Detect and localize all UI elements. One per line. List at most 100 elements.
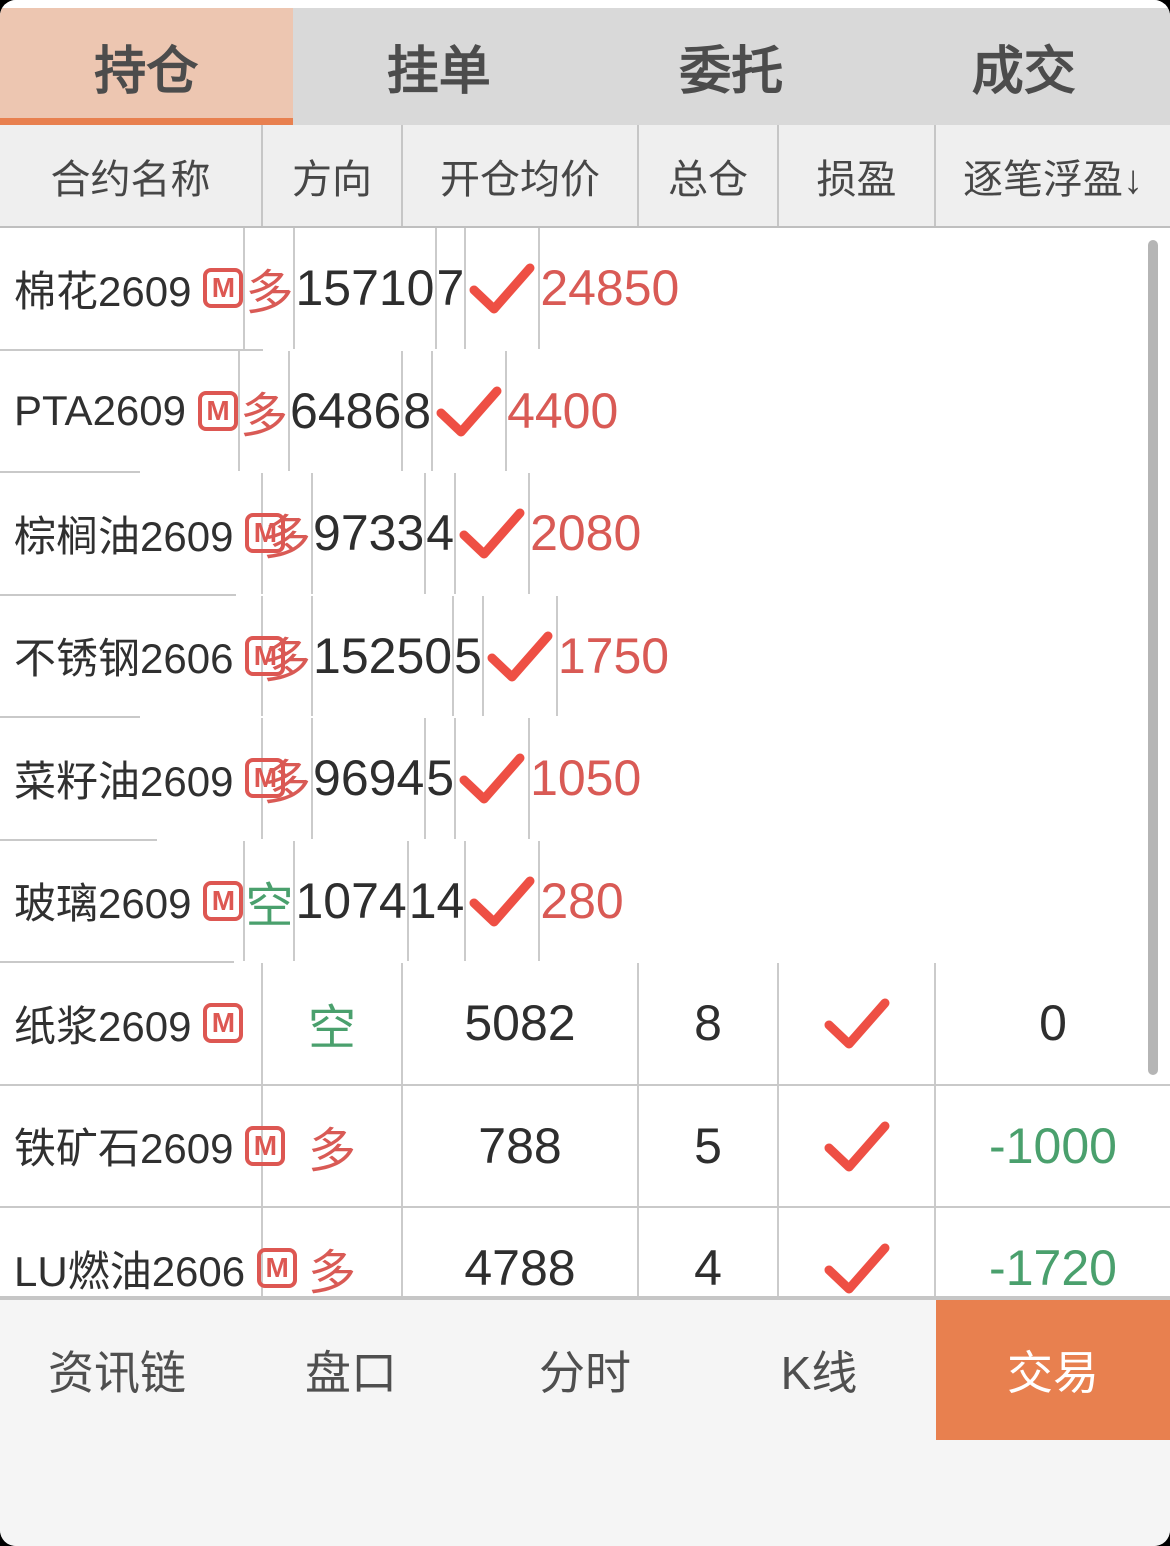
bottom-nav-bar: 资讯链 盘口 分时 K线 交易 [0,1296,1170,1546]
checkmark-icon[interactable] [821,1239,893,1296]
checkmark-icon[interactable] [466,872,538,930]
checkmark-icon[interactable] [821,994,893,1052]
total-position-cell: 5 [426,718,457,839]
profit-loss-cell[interactable] [456,473,531,594]
position-row[interactable]: 菜籽油2609 M 多 9694 5 1050 [0,718,641,841]
bottom-nav-item[interactable]: 盘口 [234,1300,468,1440]
profit-loss-cell[interactable] [466,840,541,961]
avg-open-price-cell: 9694 [313,718,427,839]
position-row[interactable]: PTA2609 M 多 6486 8 4400 [0,350,618,473]
bottom-nav-item[interactable]: K线 [702,1300,936,1440]
top-tab-label: 委托 [679,43,784,101]
column-header[interactable]: 开仓均价 [403,125,639,226]
column-header[interactable]: 逐笔浮盈↓ [936,125,1170,226]
column-header[interactable]: 方向 [263,125,403,226]
bottom-nav-item[interactable]: 分时 [468,1300,702,1440]
position-row[interactable]: 不锈钢2606 M 多 15250 5 1750 [0,595,669,718]
total-position: 5 [454,627,482,684]
total-position-cell: 8 [639,963,779,1084]
status-bar-strip [0,0,1170,8]
profit-loss-cell[interactable] [779,1085,936,1206]
contract-name: 菜籽油2609 [14,757,234,805]
avg-open-price: 6486 [290,382,402,439]
top-tab[interactable]: 挂单 [293,8,586,125]
position-row[interactable]: 纸浆2609 M 空 5082 8 0 [0,963,1170,1086]
position-row[interactable]: 铁矿石2609 M 多 788 5 -1000 [0,1085,1170,1208]
floating-profit-cell: 280 [540,841,623,962]
floating-profit-cell: 4400 [507,351,618,472]
profit-loss-cell[interactable] [779,963,936,1084]
contract-name-cell: 铁矿石2609 M [0,1085,286,1206]
total-position: 4 [694,1240,722,1296]
checkmark-icon[interactable] [821,1117,893,1175]
checkmark-icon[interactable] [433,382,505,440]
bottom-nav-item[interactable]: 交易 [936,1300,1170,1440]
bottom-nav-label: 资讯链 [48,1347,186,1399]
position-row[interactable]: 棉花2609 M 多 15710 7 24850 [0,228,679,351]
profit-loss-cell[interactable] [466,228,541,349]
avg-open-price: 788 [478,1117,562,1174]
direction-label: 空 [245,879,294,933]
profit-loss-cell[interactable] [433,350,508,471]
column-header[interactable]: 合约名称 [0,125,263,226]
position-row[interactable]: 棕榈油2609 M 多 9733 4 2080 [0,473,641,596]
avg-open-price-cell: 9733 [313,473,427,594]
scrollbar-thumb[interactable] [1148,240,1158,1075]
column-header[interactable]: 总仓 [639,125,779,226]
direction-label: 多 [245,267,294,321]
direction-label: 多 [240,389,289,443]
direction-cell: 多 [263,1208,403,1296]
column-header[interactable]: 损盈 [779,125,936,226]
total-position: 14 [408,872,465,929]
direction-cell: 多 [263,1085,403,1206]
profit-loss-cell[interactable] [456,718,531,839]
main-contract-badge: M [203,268,244,309]
avg-open-price-cell: 4788 [403,1208,639,1296]
positions-table: 棉花2609 M 多 15710 7 24850 PTA2609 M 多 [0,228,1170,1296]
top-tab[interactable]: 持仓 [0,8,293,125]
top-tab-label: 挂单 [386,43,491,101]
total-position: 5 [694,1117,722,1174]
avg-open-price-cell: 1074 [295,840,409,961]
profit-loss-cell[interactable] [779,1208,936,1296]
direction-label: 多 [307,1247,356,1296]
floating-profit: 1750 [557,627,670,684]
floating-profit: 280 [540,872,624,929]
checkmark-icon[interactable] [484,627,556,685]
checkmark-icon[interactable] [456,749,528,807]
bottom-nav-item[interactable]: 资讯链 [0,1300,234,1440]
top-tab[interactable]: 成交 [878,8,1170,125]
contract-name: 纸浆2609 [14,1002,192,1050]
position-row[interactable]: LU燃油2606 M 多 4788 4 -1720 [0,1208,1170,1296]
direction-cell: 多 [240,350,291,471]
main-contract-badge: M [245,1125,286,1166]
checkmark-icon[interactable] [466,259,538,317]
top-tab[interactable]: 委托 [585,8,878,125]
direction-cell: 空 [245,840,296,961]
direction-cell: 多 [245,228,296,349]
floating-profit: -1720 [989,1240,1117,1296]
direction-cell: 多 [263,718,314,839]
main-contract-badge: M [245,513,286,554]
avg-open-price: 9733 [313,505,425,562]
contract-name-cell: 玻璃2609 M [0,840,246,961]
direction-label: 多 [263,757,312,811]
contract-name-cell: 棕榈油2609 M [0,473,286,594]
column-header-label: 逐笔浮盈↓ [963,157,1143,202]
profit-loss-cell[interactable] [484,595,558,716]
direction-label: 多 [263,512,312,566]
column-header-label: 方向 [292,157,372,202]
checkmark-icon[interactable] [456,504,528,562]
main-contract-badge: M [198,390,238,431]
floating-profit-cell: 1750 [558,596,669,717]
total-position: 8 [694,995,722,1052]
avg-open-price: 9694 [313,750,425,807]
total-position: 7 [436,260,465,317]
bottom-nav-label: 交易 [1007,1347,1099,1399]
contract-name-cell: LU燃油2606 M [0,1208,298,1296]
total-position-cell: 7 [437,228,467,349]
position-row[interactable]: 玻璃2609 M 空 1074 14 280 [0,840,624,963]
floating-profit: 1050 [530,750,642,807]
main-contract-badge: M [203,880,244,921]
